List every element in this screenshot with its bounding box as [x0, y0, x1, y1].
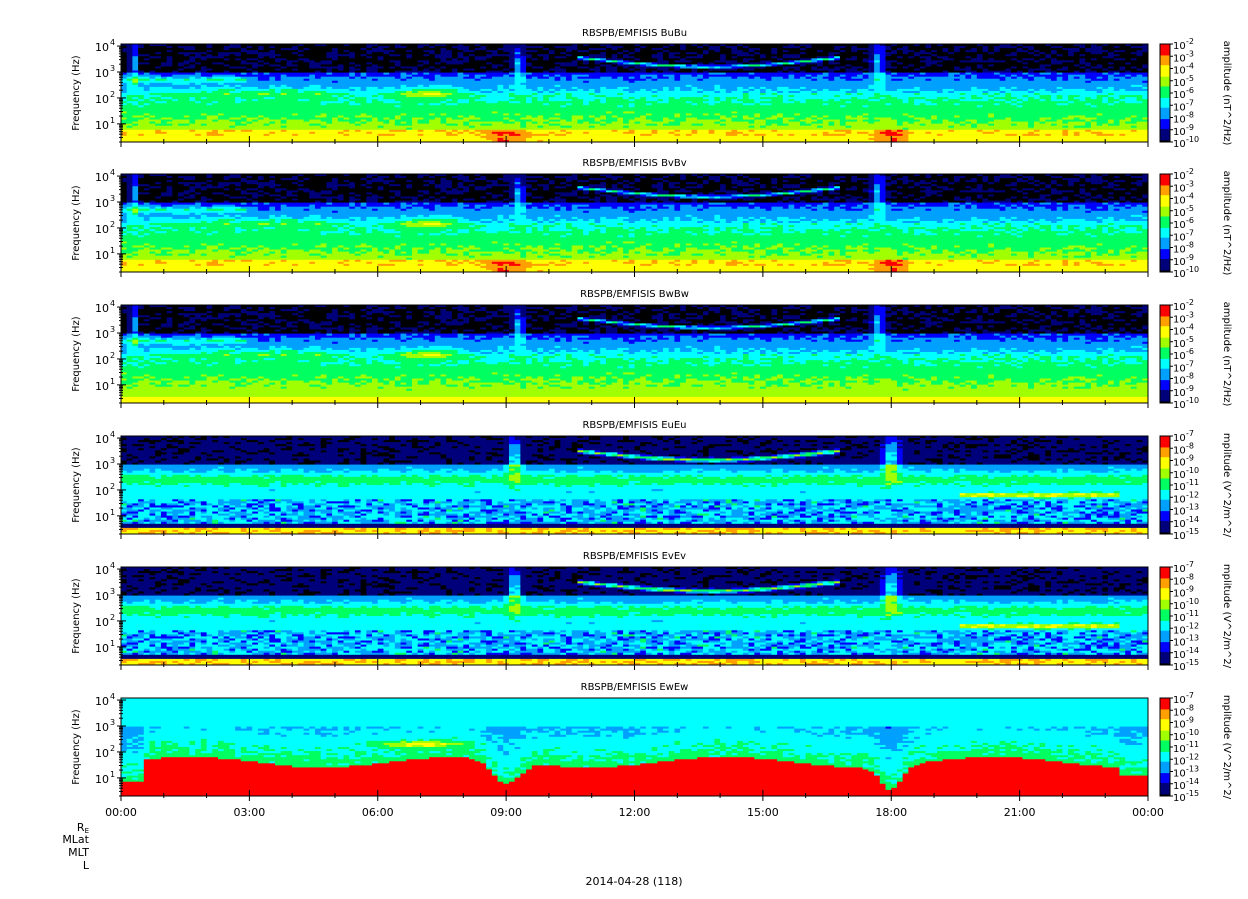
panel-title: RBSPB/EMFISIS BuBu [582, 28, 687, 39]
spectrogram-heatmap [121, 44, 1148, 142]
